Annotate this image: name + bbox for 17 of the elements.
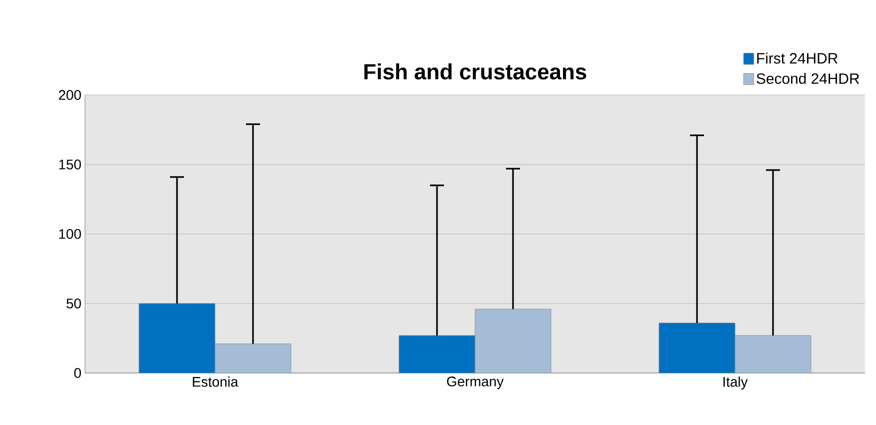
bar [658,322,736,373]
legend-label: Second 24HDR [756,72,860,84]
bar [138,303,216,373]
bar [398,335,476,373]
x-tick-label: Germany [447,376,504,390]
x-tick-label: Estonia [192,376,238,387]
x-tick-label: Italy [723,376,748,390]
y-tick-label: 0 [74,368,81,378]
bar [474,308,552,373]
legend-label: First 24HDR [757,52,838,64]
bar [214,344,292,373]
y-tick-label: 200 [58,90,81,100]
bar [734,335,812,373]
chart-title: Fish and crustaceans [364,63,586,80]
y-tick-label: 100 [59,229,81,239]
y-tick-label: 50 [66,298,81,308]
y-tick-label: 150 [59,160,81,170]
